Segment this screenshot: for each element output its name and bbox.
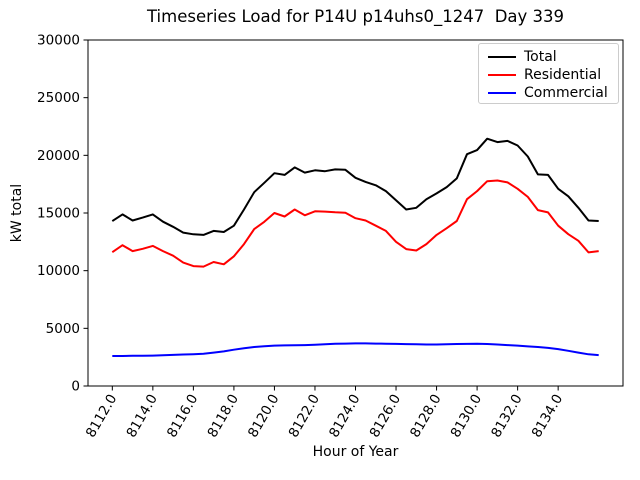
total-line-sample	[488, 56, 516, 58]
x-tick-label: 8128.0	[407, 392, 444, 441]
x-tick-label: 8124.0	[326, 392, 363, 441]
legend-label-total: Total	[524, 49, 557, 65]
x-tick-label: 8120.0	[245, 392, 282, 441]
x-tick-label: 8114.0	[123, 392, 160, 441]
y-tick-label: 5000	[46, 321, 80, 337]
legend-label-residential: Residential	[524, 67, 602, 83]
x-tick-label: 8112.0	[83, 392, 120, 441]
x-tick-label: 8118.0	[204, 392, 241, 441]
legend-entry-total: Total	[479, 48, 618, 66]
legend: Total Residential Commercial	[478, 43, 619, 104]
legend-entry-residential: Residential	[479, 66, 618, 84]
x-tick-label: 8132.0	[488, 392, 525, 441]
y-tick-label: 10000	[37, 263, 80, 279]
y-tick-label: 0	[71, 379, 80, 395]
legend-entry-commercial: Commercial	[479, 84, 618, 102]
residential-line	[111, 179, 599, 268]
x-tick-label: 8122.0	[286, 392, 323, 441]
chart-title: Timeseries Load for P14U p14uhs0_1247 Da…	[146, 7, 565, 26]
residential-line-sample	[488, 74, 516, 76]
x-tick-label: 8130.0	[448, 392, 485, 441]
y-tick-label: 30000	[37, 33, 80, 49]
commercial-line	[112, 342, 599, 357]
x-tick-label: 8116.0	[164, 392, 201, 441]
y-tick-label: 25000	[37, 90, 80, 106]
commercial-line-sample	[488, 92, 516, 94]
y-tick-label: 15000	[37, 206, 80, 222]
total-line	[111, 137, 599, 236]
y-tick-label: 20000	[37, 148, 80, 164]
x-tick-label: 8134.0	[529, 392, 566, 441]
plot-border	[87, 39, 624, 387]
x-tick-label: 8126.0	[367, 392, 404, 441]
x-axis-label: Hour of Year	[312, 444, 399, 460]
legend-label-commercial: Commercial	[524, 85, 608, 101]
